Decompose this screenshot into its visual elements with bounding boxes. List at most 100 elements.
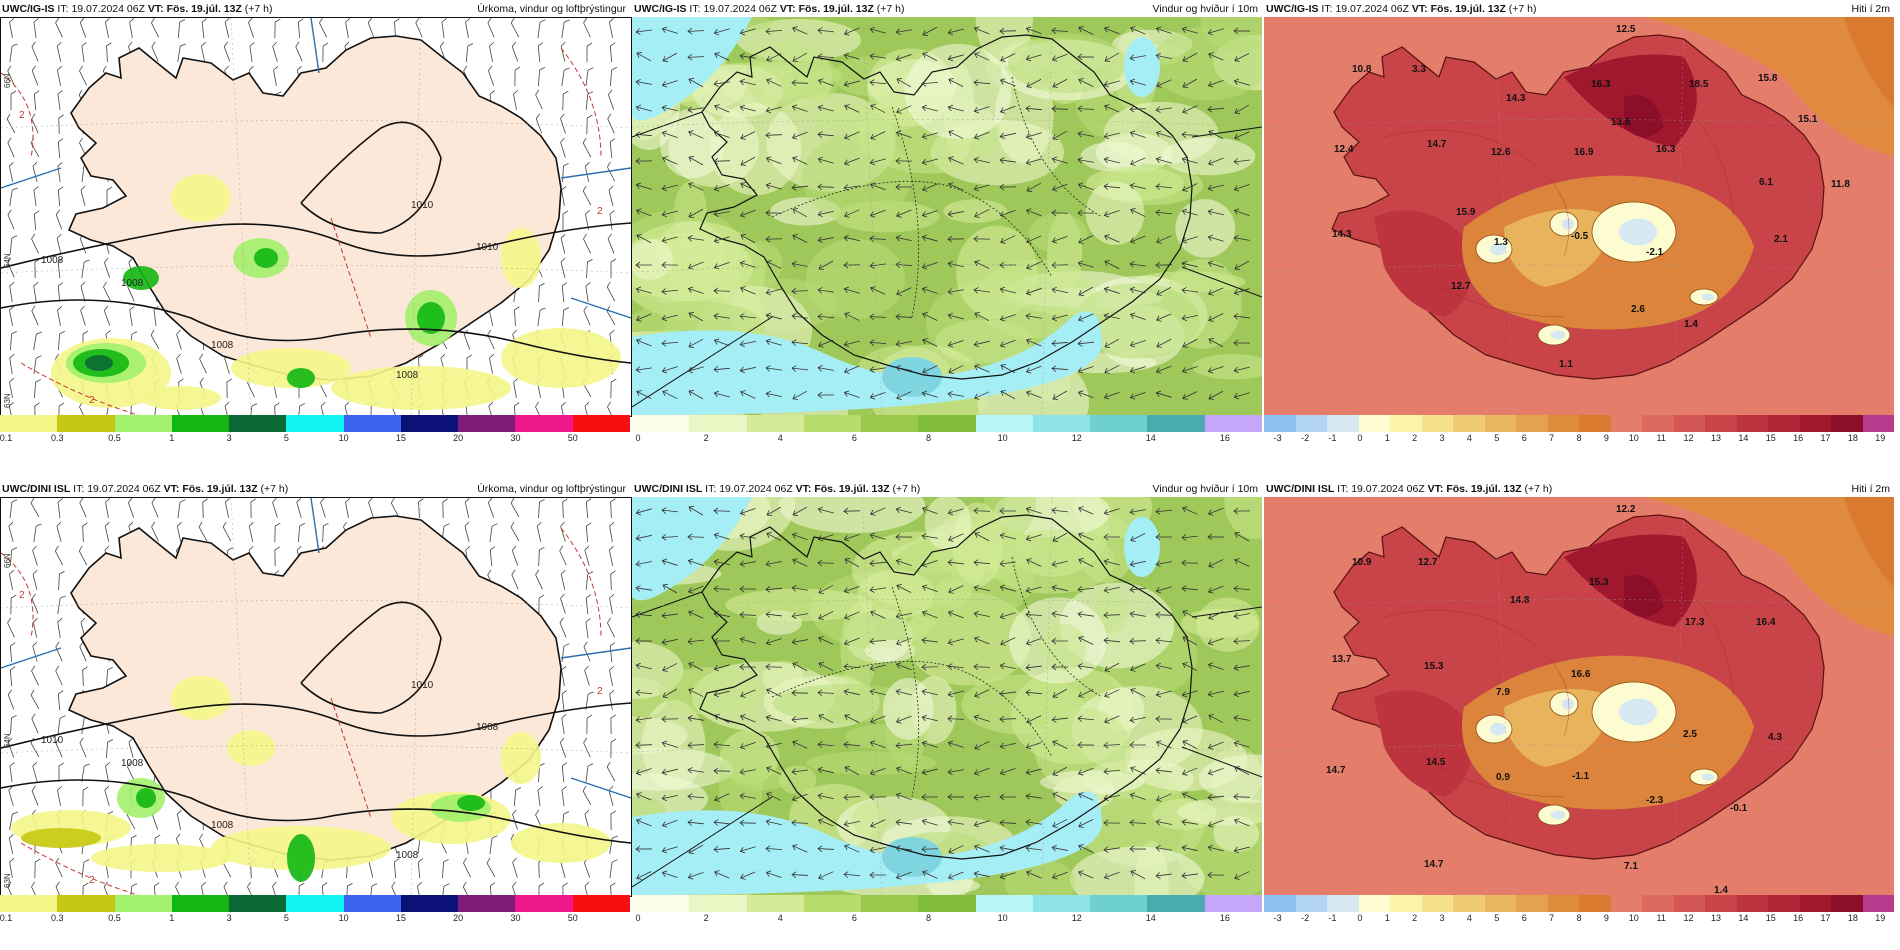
panel-header: UWC/IG-IS IT: 19.07.2024 06Z VT: Fös. 19…: [0, 0, 630, 17]
isobar-label: 1008: [211, 820, 234, 831]
colorbar-swatch: [632, 415, 690, 432]
colorbar-swatch: [1090, 895, 1148, 912]
isobar-label: 1010: [476, 242, 499, 253]
isobar-label: 2: [89, 395, 95, 406]
issue-label: IT:: [1321, 3, 1333, 15]
colorbar-tick: 30: [510, 433, 521, 443]
temperature-value: 1.4: [1684, 319, 1698, 330]
map-canvas: 1008 1008 1008 1010 1010 1008 2 2 2 66N 64N 63N: [1, 18, 631, 416]
temperature-value: 12.7: [1418, 557, 1438, 568]
temperature-value: 4.3: [1768, 732, 1782, 743]
colorbar-tick: 10: [1628, 913, 1639, 923]
valid-label: VT:: [795, 483, 812, 495]
colorbar-tick: 2: [703, 913, 709, 923]
temperature-value: 3.3: [1412, 64, 1426, 75]
colorbar-swatch: [803, 415, 862, 432]
colorbar-tick: 0.5: [108, 433, 121, 443]
colorbar-swatch: [1421, 895, 1453, 912]
colorbar-tick: 0: [635, 433, 641, 443]
isobar-label: 1008: [396, 370, 419, 381]
colorbar-tick: 10: [338, 913, 349, 923]
colorbar-swatch: [1264, 895, 1296, 912]
lead-time: (+7 h): [260, 483, 289, 495]
colorbar-swatch: [1147, 415, 1205, 432]
map-canvas: 1010 1008 1008 1008 1010 1008 2 2 2 66N 64N 63N: [1, 498, 631, 896]
isobar-label: 1010: [411, 200, 434, 211]
colorbar-swatch: [1147, 895, 1205, 912]
colorbar-swatch: [1390, 895, 1422, 912]
colorbar-swatch: [171, 415, 230, 432]
colorbar-tick: 18: [1847, 433, 1858, 443]
colorbar-tick: 16: [1219, 913, 1230, 923]
latitude-label: 63N: [3, 873, 12, 888]
colorbar-swatch: [1642, 895, 1674, 912]
colorbar-swatch: [1032, 415, 1091, 432]
colorbar-tick: 18: [1847, 913, 1858, 923]
colorbar-tick: 8: [1576, 913, 1582, 923]
colorbar-swatch: [1862, 415, 1894, 432]
temperature-value: 2.5: [1683, 729, 1697, 740]
colorbar-swatch: [0, 895, 58, 912]
map-canvas: [632, 497, 1262, 895]
colorbar-tick: 8: [925, 433, 931, 443]
colorbar-swatch: [861, 895, 919, 912]
issue-time: 19.07.2024 06Z: [1351, 483, 1425, 495]
colorbar-tick: 8: [1576, 433, 1582, 443]
colorbar-tick: 0.5: [108, 913, 121, 923]
colorbar-swatch: [1673, 895, 1705, 912]
colorbar-swatch: [803, 895, 862, 912]
model-name: UWC/IG-IS: [2, 3, 55, 15]
temperature-value: 18.5: [1689, 79, 1709, 90]
colorbar-tick: 0.3: [51, 433, 64, 443]
colorbar-swatch: [746, 895, 804, 912]
panel-header: UWC/DINI ISL IT: 19.07.2024 06Z VT: Fös.…: [1264, 480, 1894, 497]
colorbar-swatch: [1516, 895, 1548, 912]
temperature-value: 13.7: [1332, 654, 1352, 665]
latitude-label: 64N: [3, 253, 12, 268]
colorbar-swatch: [1453, 895, 1485, 912]
colorbar-swatch: [57, 895, 115, 912]
colorbar: 0 2 4 6 8 10 12 14 16: [632, 895, 1262, 929]
map-panel-wind: UWC/DINI ISL IT: 19.07.2024 06Z VT: Fös.…: [632, 480, 1262, 930]
colorbar: 0.1 0.3 0.5 1 3 5 10 15 20 30 50: [0, 895, 630, 929]
issue-label: IT:: [73, 483, 85, 495]
colorbar-tick: 10: [338, 433, 349, 443]
colorbar-tick: 5: [1494, 433, 1500, 443]
colorbar-tick: 4: [1466, 913, 1472, 923]
colorbar-swatch: [343, 895, 401, 912]
colorbar-tick: 14: [1145, 913, 1156, 923]
colorbar-swatch: [689, 895, 747, 912]
isobar-label: 1008: [121, 278, 144, 289]
latitude-label: 66N: [3, 553, 12, 568]
colorbar-swatch: [1547, 895, 1579, 912]
colorbar-tick: 50: [567, 913, 578, 923]
colorbar: -3 -2 -1 0 1 2 3 4 5 6 7 8 9 10 11 12 13 14 15 16 17 18 19: [1264, 895, 1894, 929]
colorbar-tick: 14: [1738, 913, 1749, 923]
valid-time: Fös. 19.júl. 13Z: [166, 3, 242, 15]
temperature-value: 17.3: [1685, 617, 1705, 628]
map-canvas: 12.510.8 3.314.316.3 18.515.812.4 14.712.6 1…: [1264, 17, 1894, 415]
map-panel-precip: UWC/IG-IS IT: 19.07.2024 06Z VT: Fös. 19…: [0, 0, 632, 450]
colorbar-tick: 5: [283, 913, 289, 923]
colorbar-tick: 3: [1439, 433, 1445, 443]
colorbar-swatch: [229, 415, 287, 432]
temperature-value: 14.8: [1510, 595, 1530, 606]
model-name: UWC/IG-IS: [1266, 3, 1319, 15]
panel-header: UWC/DINI ISL IT: 19.07.2024 06Z VT: Fös.…: [632, 480, 1262, 497]
panel-title: Úrkoma, vindur og loftþrýstingur: [477, 3, 626, 15]
colorbar-swatch: [1547, 415, 1579, 432]
temperature-value: -1.1: [1572, 771, 1590, 782]
colorbar-swatch: [1579, 895, 1611, 912]
issue-time: 19.07.2024 06Z: [703, 3, 777, 15]
colorbar-swatch: [918, 415, 976, 432]
temperature-value: 14.3: [1332, 229, 1352, 240]
isobar-label: 2: [89, 875, 95, 886]
isobar-label: 1008: [211, 340, 234, 351]
colorbar-swatch: [1736, 415, 1768, 432]
temperature-value: 10.8: [1352, 64, 1372, 75]
temperature-value: 12.4: [1334, 144, 1354, 155]
colorbar-swatch: [400, 415, 459, 432]
colorbar-tick: 17: [1820, 913, 1831, 923]
colorbar-tick: 4: [777, 433, 783, 443]
forecast-map: [632, 497, 1262, 895]
